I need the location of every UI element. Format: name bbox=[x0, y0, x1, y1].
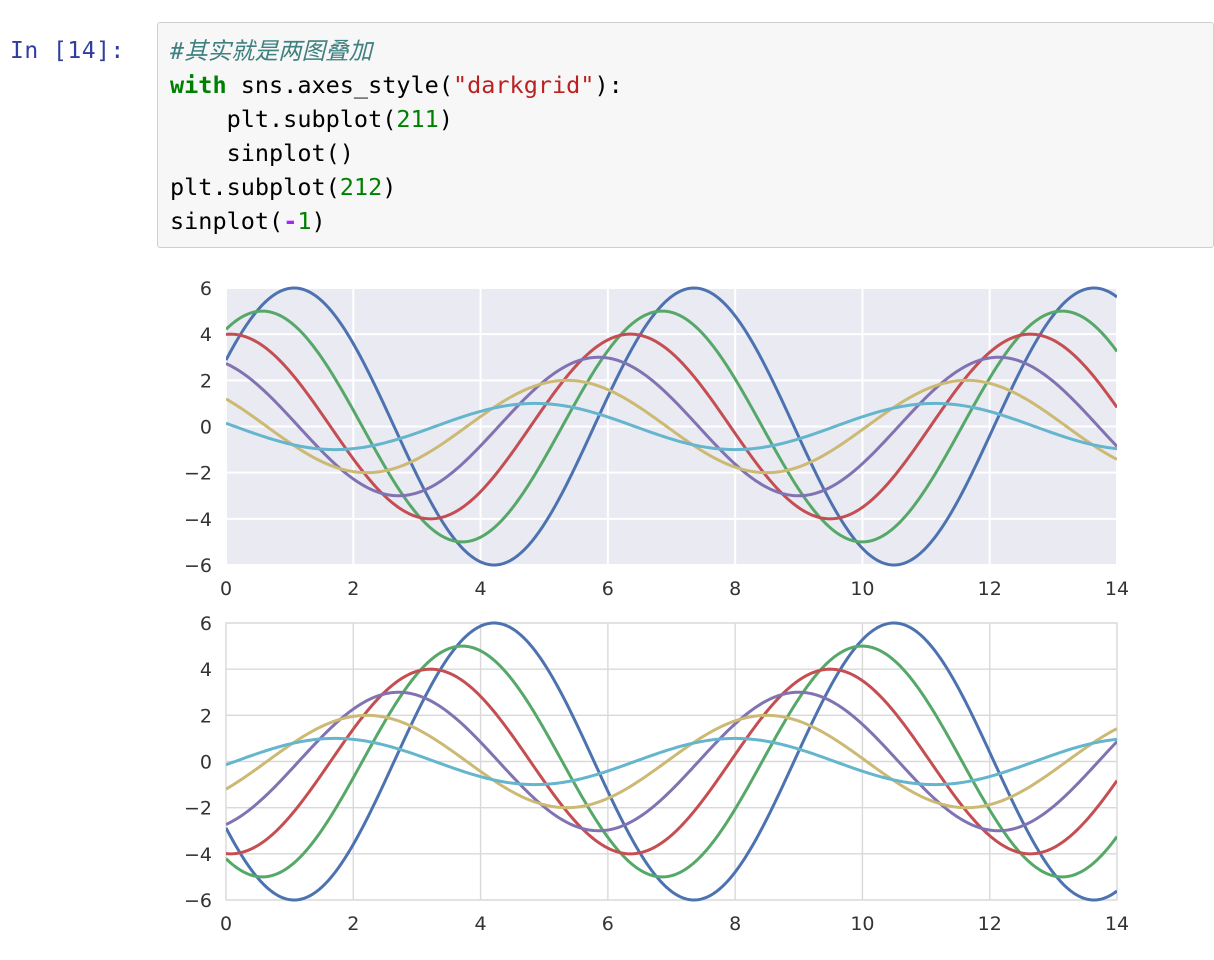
y-tick-label: 0 bbox=[200, 417, 212, 439]
code-line-3: plt.subplot(211) bbox=[170, 102, 623, 136]
code-text: sinplot( bbox=[170, 207, 284, 235]
code-cell[interactable] bbox=[157, 22, 1214, 248]
code-number: 1 bbox=[297, 207, 312, 235]
y-tick-label: 4 bbox=[200, 659, 212, 681]
x-tick-label: 10 bbox=[850, 578, 874, 600]
x-tick-label: 4 bbox=[475, 578, 487, 600]
x-tick-label: 12 bbox=[978, 578, 1002, 600]
code-keyword: with bbox=[170, 71, 227, 99]
y-tick-label: −4 bbox=[184, 509, 212, 531]
series-line-5 bbox=[226, 713, 1117, 810]
code-line-6: sinplot(-1) bbox=[170, 204, 623, 238]
x-tick-label: 10 bbox=[850, 913, 874, 935]
code-text: ) bbox=[438, 105, 453, 133]
series-line-4 bbox=[226, 690, 1117, 833]
series-line-1 bbox=[226, 621, 1117, 902]
code-text: plt.subplot( bbox=[170, 173, 340, 201]
chart-1: 0 2 4 6 8 10 12 14 6 4 2 0 −2 −4 −6 bbox=[184, 278, 1129, 600]
series-line-6 bbox=[226, 736, 1117, 787]
code-editor[interactable]: #其实就是两图叠加 with sns.axes_style("darkgrid")… bbox=[170, 34, 623, 238]
y-tick-label: −4 bbox=[184, 844, 212, 866]
x-tick-label: 12 bbox=[978, 913, 1002, 935]
y-tick-label: 6 bbox=[200, 613, 212, 635]
y-tick-label: 0 bbox=[200, 752, 212, 774]
code-operator: - bbox=[283, 207, 298, 235]
series-line-3 bbox=[226, 667, 1117, 856]
series-line-3 bbox=[226, 332, 1117, 521]
y-tick-label: 6 bbox=[200, 278, 212, 300]
code-number: 211 bbox=[396, 105, 439, 133]
y-tick-label: −2 bbox=[184, 463, 212, 485]
series-line-1 bbox=[226, 286, 1117, 567]
x-tick-label: 2 bbox=[347, 913, 359, 935]
code-string: "darkgrid" bbox=[452, 71, 595, 99]
series-line-5 bbox=[226, 378, 1117, 475]
x-tick-label: 0 bbox=[220, 913, 232, 935]
code-text: plt.subplot( bbox=[170, 105, 397, 133]
code-line-4: sinplot() bbox=[170, 136, 623, 170]
x-tick-label: 2 bbox=[347, 578, 359, 600]
x-tick-label: 0 bbox=[220, 578, 232, 600]
code-text: ): bbox=[594, 71, 623, 99]
x-tick-label: 4 bbox=[475, 913, 487, 935]
code-text: ) bbox=[382, 173, 397, 201]
y-tick-label: −6 bbox=[184, 890, 212, 912]
x-tick-label: 6 bbox=[602, 913, 614, 935]
code-text: ) bbox=[311, 207, 326, 235]
x-tick-label: 6 bbox=[602, 578, 614, 600]
series-line-2 bbox=[226, 644, 1117, 879]
chart-2: 0 2 4 6 8 10 12 14 6 4 2 0 −2 −4 −6 bbox=[184, 613, 1129, 935]
y-tick-label: −2 bbox=[184, 798, 212, 820]
y-tick-label: 4 bbox=[200, 324, 212, 346]
y-tick-label: 2 bbox=[200, 705, 212, 727]
series-line-2 bbox=[226, 309, 1117, 544]
code-line-1: #其实就是两图叠加 bbox=[170, 34, 623, 68]
x-tick-label: 14 bbox=[1105, 578, 1129, 600]
code-text: sinplot() bbox=[170, 139, 354, 167]
code-comment: #其实就是两图叠加 bbox=[170, 37, 373, 65]
y-tick-label: −6 bbox=[184, 555, 212, 577]
series-line-6 bbox=[226, 401, 1117, 452]
y-tick-label: 2 bbox=[200, 370, 212, 392]
code-line-2: with sns.axes_style("darkgrid"): bbox=[170, 68, 623, 102]
code-text: sns.axes_style( bbox=[226, 71, 453, 99]
x-tick-label: 8 bbox=[729, 578, 741, 600]
input-prompt: In [14]: bbox=[10, 38, 125, 64]
x-tick-label: 14 bbox=[1105, 913, 1129, 935]
x-tick-label: 8 bbox=[729, 913, 741, 935]
series-line-4 bbox=[226, 355, 1117, 498]
code-line-5: plt.subplot(212) bbox=[170, 170, 623, 204]
code-number: 212 bbox=[339, 173, 383, 201]
